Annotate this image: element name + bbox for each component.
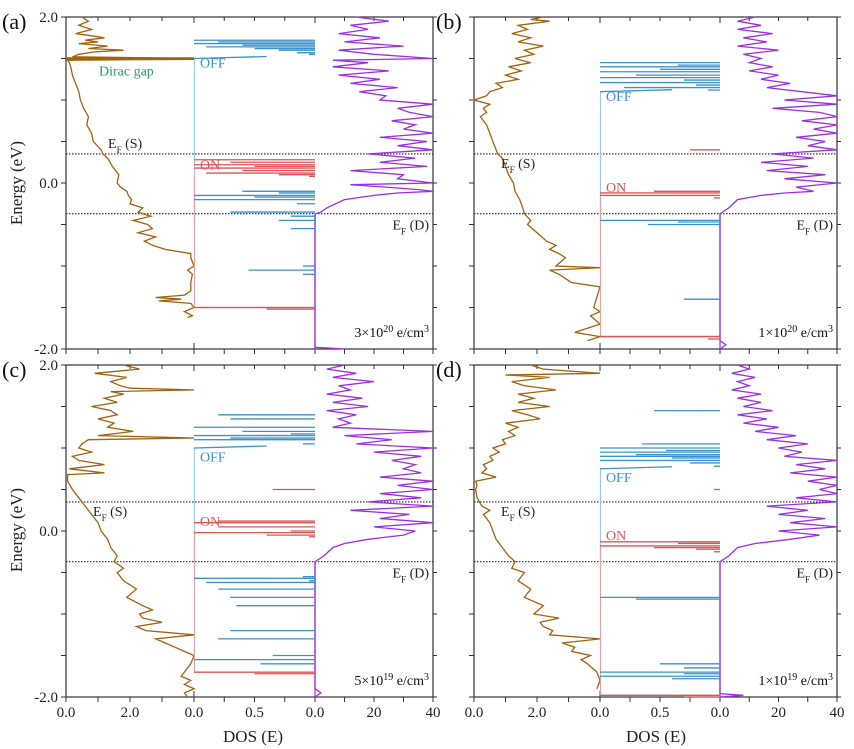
fermi-level-drain-label: EF (D) xyxy=(796,567,833,585)
fermi-level-drain-label: EF (D) xyxy=(796,219,833,237)
x-tick-label: 0.0 xyxy=(591,705,610,721)
x-tick-label: 2.0 xyxy=(528,705,547,721)
x-axis-title-right: DOS (E) xyxy=(626,727,686,746)
panel-label: (b) xyxy=(436,9,462,34)
x-tick-label: 0.0 xyxy=(57,705,76,721)
x-axis-title-left: DOS (E) xyxy=(223,727,283,746)
x-tick-label: 0.0 xyxy=(306,705,325,721)
drain-dos-curve xyxy=(719,16,838,350)
doping-concentration-label: 5×1019 e/cm3 xyxy=(354,672,429,690)
doping-concentration-label: 1×1019 e/cm3 xyxy=(758,672,833,690)
y-tick-label: 0.0 xyxy=(39,524,58,540)
panel-label: (a) xyxy=(2,9,26,34)
drain-dos-curve xyxy=(314,364,434,698)
x-tick-label: 0.0 xyxy=(465,705,484,721)
y-tick-label: -2.0 xyxy=(34,342,58,358)
off-state-edge xyxy=(193,445,267,449)
panel-d: 0.0 2.0 0.0 0.5 0.0 20 40 OFF ON EF (S) EF (D) 1×10… xyxy=(436,357,845,721)
source-dos-curve xyxy=(66,16,196,319)
fermi-level-drain-label: EF (D) xyxy=(392,567,429,585)
y-tick-label: 2.0 xyxy=(39,358,58,374)
y-tick-label: 0.0 xyxy=(39,176,58,192)
x-tick-label: 40 xyxy=(830,705,845,721)
on-label: ON xyxy=(606,529,626,544)
off-state-edge xyxy=(193,55,267,60)
on-label: ON xyxy=(200,159,220,174)
fermi-level-drain-label: EF (D) xyxy=(392,219,429,237)
x-tick-label: 0.0 xyxy=(185,705,204,721)
off-state-edge xyxy=(599,466,673,470)
y-axis-title-top: Energy (eV) xyxy=(7,141,26,225)
dirac-gap-label: Dirac gap xyxy=(99,65,154,80)
doping-concentration-label: 3×1020 e/cm3 xyxy=(354,324,429,342)
off-state-edge xyxy=(599,89,673,93)
y-axis-title-bottom: Energy (eV) xyxy=(7,488,26,572)
x-tick-label: 0.5 xyxy=(245,705,264,721)
off-label: OFF xyxy=(200,57,226,72)
x-tick-label: 2.0 xyxy=(121,705,140,721)
x-tick-label: 20 xyxy=(367,705,382,721)
panel-a: 2.0 0.0 -2.0 Dirac gap OFF ON EF (S) EF (D) 3×10… xyxy=(2,9,437,358)
fermi-level-source-label: EF (S) xyxy=(501,157,536,175)
on-label: ON xyxy=(200,515,220,530)
y-tick-label: -2.0 xyxy=(34,690,58,706)
x-tick-label: 0.5 xyxy=(651,705,670,721)
source-dos-curve xyxy=(471,16,602,342)
fermi-level-source-label: EF (S) xyxy=(108,137,143,155)
panel-b: OFF ON EF (S) EF (D) 1×1020 e/cm3 (b) xyxy=(436,9,841,354)
fermi-level-source-label: EF (S) xyxy=(93,505,128,523)
drain-dos-curve xyxy=(719,364,838,698)
drain-dos-curve xyxy=(314,16,434,350)
x-tick-label: 20 xyxy=(771,705,786,721)
off-label: OFF xyxy=(606,471,632,486)
on-label: ON xyxy=(606,181,626,196)
x-tick-label: 40 xyxy=(426,705,441,721)
off-label: OFF xyxy=(606,90,632,105)
source-dos-curve xyxy=(66,364,196,698)
off-label: OFF xyxy=(200,450,226,465)
x-tick-label: 0.0 xyxy=(711,705,730,721)
y-tick-label: 2.0 xyxy=(39,10,58,26)
panel-label: (c) xyxy=(2,357,26,382)
panel-label: (d) xyxy=(436,357,462,382)
source-dos-curve xyxy=(474,364,601,689)
fermi-level-source-label: EF (S) xyxy=(501,505,536,523)
doping-concentration-label: 1×1020 e/cm3 xyxy=(758,324,833,342)
